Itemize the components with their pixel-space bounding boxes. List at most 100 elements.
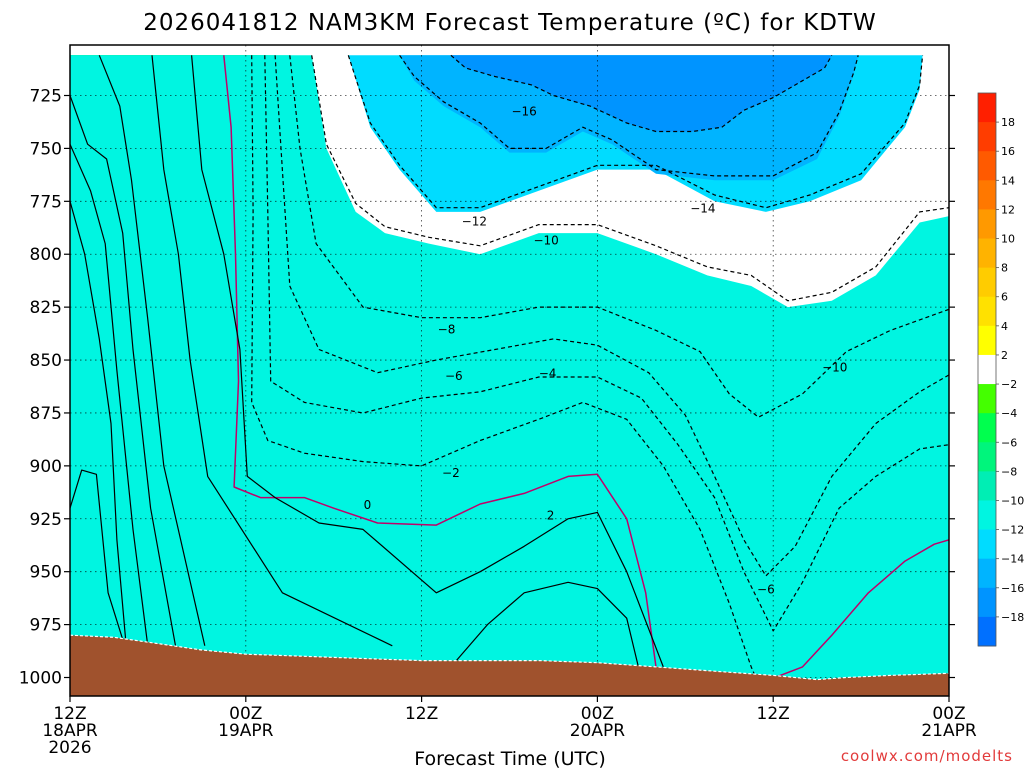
- x-tick-label-36-2: 20APR: [570, 721, 626, 741]
- colorbar-swatch-5: [978, 238, 996, 269]
- colorbar-frame: [977, 92, 997, 647]
- label-m10: −10: [533, 233, 558, 247]
- x-tick-label-24-1: 12Z: [405, 704, 438, 724]
- x-tick-label-0-1: 12Z: [53, 704, 86, 724]
- colorbar-swatch-4: [978, 209, 996, 240]
- colorbar-swatch-2: [978, 151, 996, 181]
- label-m4: −4: [539, 367, 557, 381]
- credit-text: coolwx.com/modelts: [841, 747, 1013, 765]
- contour-6: [98, 55, 206, 646]
- colorbar-label-8: 2: [1001, 349, 1008, 362]
- colorbar-label-13: −10: [1001, 494, 1024, 507]
- colorbar-swatch-6: [978, 267, 996, 298]
- colorbar-swatch-9: [978, 354, 996, 385]
- contour-m2: [251, 55, 760, 685]
- label-m8-group: −8: [438, 322, 456, 336]
- label-0-group: 0: [364, 498, 372, 512]
- y-tick-label-825: 825: [30, 298, 62, 318]
- label-m6b-group: −6: [757, 583, 775, 597]
- colorbar-label-6: 6: [1001, 291, 1008, 304]
- contour-m14: [399, 54, 859, 177]
- y-tick-label-750: 750: [30, 139, 62, 159]
- y-tick-label-775: 775: [30, 192, 62, 212]
- y-tick-label-925: 925: [30, 510, 62, 530]
- contour-labels: −16 −14 −12 −10 −10 −8 −6 −6 −4 −2 0 2: [364, 104, 848, 597]
- contour-m10: [311, 55, 949, 302]
- contour-m4: [264, 55, 949, 632]
- y-tick-label-850: 850: [30, 351, 62, 371]
- colorbar-label-12: −8: [1001, 465, 1017, 478]
- contour-m8: [289, 55, 949, 418]
- contour-2: [191, 55, 664, 668]
- label-m14-group: −14: [690, 202, 715, 216]
- y-axis: 725 750 775 800 825 850 875 900 925 950 975 1000: [19, 87, 955, 689]
- y-tick-label-950: 950: [30, 563, 62, 583]
- colorbar-label-1: 16: [1001, 145, 1015, 158]
- contour-8: [70, 95, 177, 646]
- label-m16-group: −16: [511, 104, 536, 118]
- colorbar-swatch-11: [978, 413, 996, 443]
- x-tick-label-12-1: 00Z: [229, 704, 262, 724]
- colorbar-label-17: −18: [1001, 611, 1024, 624]
- colorbar-swatch-1: [978, 122, 996, 152]
- contour-m12: [347, 55, 924, 209]
- contour-4: [151, 55, 393, 647]
- x-tick-label-48-1: 12Z: [757, 704, 790, 724]
- label-m12-group: −12: [462, 214, 487, 228]
- colorbar-swatch-15: [978, 529, 996, 560]
- colorbar-label-2: 14: [1001, 174, 1015, 187]
- label-m12: −12: [462, 214, 487, 228]
- terrain: [70, 634, 949, 696]
- contour-10: [70, 143, 150, 657]
- x-axis-title: Forecast Time (UTC): [414, 748, 605, 768]
- colorbar-swatch-16: [978, 558, 996, 589]
- plot-area: −16 −14 −12 −10 −10 −8 −6 −6 −4 −2 0 2: [70, 45, 949, 696]
- x-tick-label-0-2: 18APR: [42, 721, 98, 741]
- x-tick-label-36-1: 00Z: [581, 704, 614, 724]
- y-tick-label-800: 800: [30, 245, 62, 265]
- contour-4b: [450, 581, 639, 668]
- y-tick-label-900: 900: [30, 457, 62, 477]
- contour-lines: [70, 54, 949, 685]
- colorbar-swatch-18: [978, 616, 996, 647]
- colorbar-label-16: −16: [1001, 582, 1024, 595]
- label-m14: −14: [690, 202, 715, 216]
- label-m16: −16: [511, 104, 536, 118]
- y-tick-label-725: 725: [30, 87, 62, 107]
- contour-0b: [758, 539, 949, 685]
- colorbar-label-11: −6: [1001, 436, 1017, 449]
- plot-frame: [69, 44, 950, 697]
- contour-12: [70, 201, 128, 657]
- y-tick-label-975: 975: [30, 616, 62, 636]
- colorbar-swatch-8: [978, 325, 996, 356]
- label-m10b: −10: [822, 360, 847, 374]
- chart-title: 2026041812 NAM3KM Forecast Temperature (…: [143, 10, 877, 36]
- x-tick-label-60-1: 00Z: [932, 704, 965, 724]
- colorbar-label-7: 4: [1001, 320, 1008, 333]
- label-2-group: 2: [547, 509, 555, 523]
- x-tick-label-60-2: 21APR: [921, 721, 977, 741]
- colorbar-swatch-0: [978, 93, 996, 123]
- colorbar-swatch-14: [978, 500, 996, 531]
- colorbar: 18 16 14 12 10 8 6 4 2 −2 −4 −6 −8 −10 −12 −14 −16 −18: [977, 92, 1024, 647]
- colorbar-label-14: −12: [1001, 524, 1024, 537]
- colorbar-label-4: 10: [1001, 233, 1015, 246]
- grid-lines: [70, 45, 949, 696]
- colorbar-swatch-3: [978, 180, 996, 210]
- y-tick-label-1000: 1000: [19, 669, 62, 689]
- label-2: 2: [547, 509, 555, 523]
- colorbar-label-9: −2: [1001, 378, 1017, 391]
- contour-m16: [450, 54, 833, 133]
- colorbar-swatch-17: [978, 587, 996, 618]
- colorbar-swatch-10: [978, 384, 996, 414]
- band-cold-le-m16: [450, 55, 832, 132]
- colorbar-label-15: −14: [1001, 553, 1024, 566]
- colorbar-swatch-13: [978, 471, 996, 501]
- label-m8: −8: [438, 322, 456, 336]
- contour-m6: [274, 55, 949, 577]
- colorbar-label-10: −4: [1001, 407, 1017, 420]
- terrain-edge: [70, 634, 949, 681]
